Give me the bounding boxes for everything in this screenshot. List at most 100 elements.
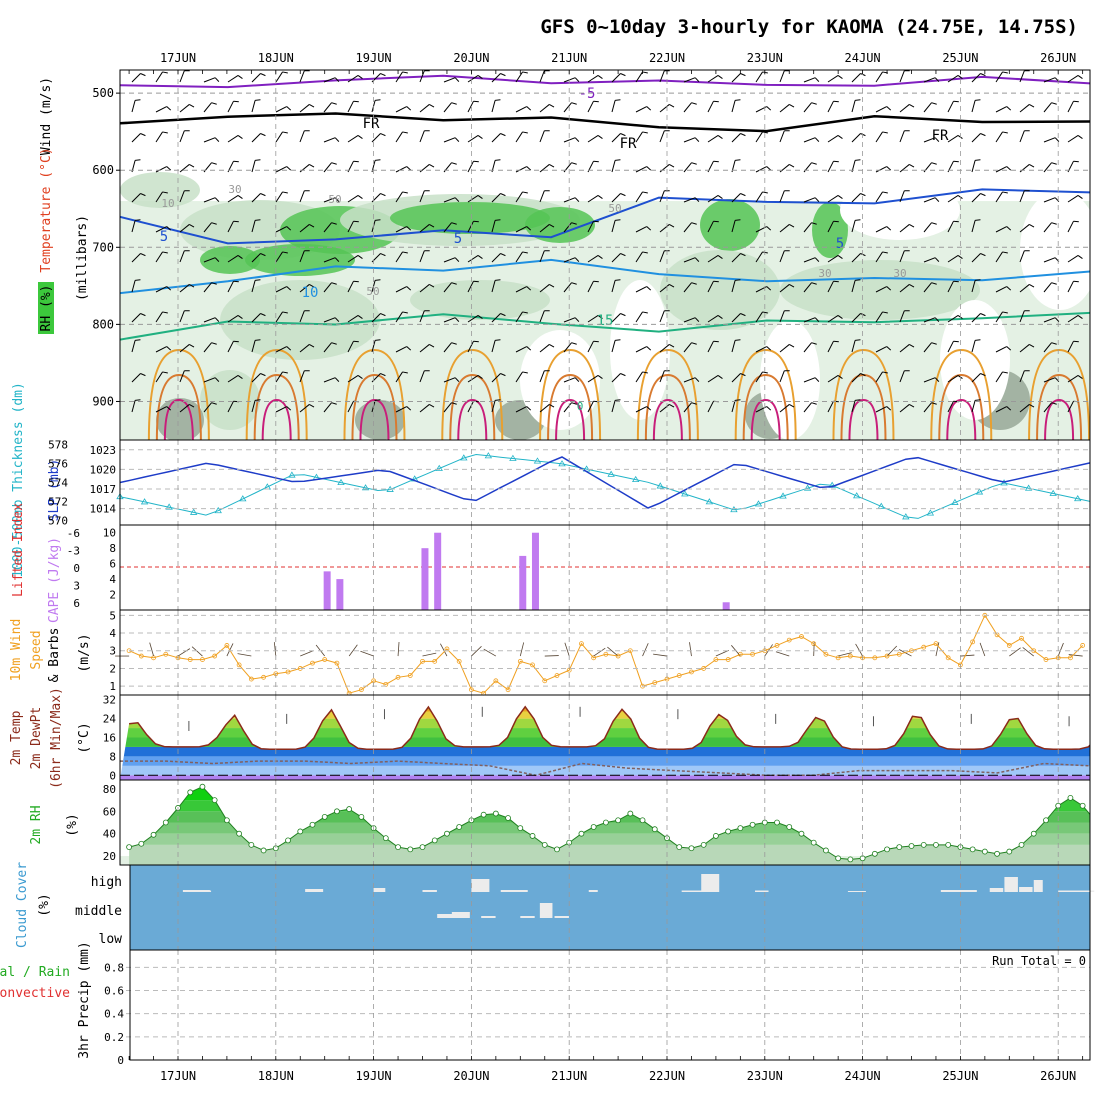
wind-speed-point: [493, 678, 499, 684]
wind-barb: [827, 75, 843, 83]
wind-barb-staff: [443, 222, 452, 233]
wind-barb-staff: [227, 101, 234, 113]
rh-point: [138, 840, 145, 847]
wind-barb-flag: [309, 224, 315, 228]
wind-barb: [179, 310, 190, 323]
wind-barb-flag: [615, 99, 621, 101]
wind-barb: [587, 100, 599, 113]
wind-barb-flag: [1077, 255, 1083, 259]
wind-barb: [803, 317, 820, 323]
wind-barb: [803, 257, 820, 263]
wind-barb-flag: [357, 255, 363, 259]
wind-barb: [947, 220, 959, 233]
wind-speed-point: [676, 673, 682, 678]
wind-barb-staff: [659, 344, 670, 353]
wind-barb-flag: [1024, 310, 1030, 312]
wind-barb-flag: [214, 377, 220, 382]
wind-barb-staff: [299, 404, 310, 413]
wind-barb-flag: [694, 77, 700, 82]
wind-barb: [515, 406, 532, 413]
rh-point: [492, 810, 499, 817]
wind10m-barb-staff: [838, 652, 852, 657]
wind-barb-flag: [694, 197, 700, 202]
wind-barb-flag: [162, 251, 168, 254]
wind-barb-flag: [669, 284, 675, 288]
wind-barb-staff: [275, 346, 287, 353]
wind-barb-flag: [814, 137, 820, 142]
wind-barb: [563, 317, 580, 323]
wind-barb-staff: [227, 281, 234, 293]
wind-barb-flag: [980, 253, 986, 257]
wind-barb-staff: [299, 130, 305, 143]
wind-barb-staff: [779, 344, 790, 353]
wind-barb-staff: [731, 373, 741, 383]
wind-barb-flag: [233, 340, 239, 343]
wind-barb-flag: [454, 77, 460, 82]
wind-barb-flag: [214, 197, 220, 202]
wind-barb-staff: [467, 161, 474, 173]
wind-barb-staff: [203, 197, 216, 203]
wind-ytick: 4: [109, 627, 116, 640]
wind-barb: [419, 104, 435, 113]
wind-barb: [923, 137, 940, 143]
wind-barb-staff: [875, 191, 883, 203]
wind-barb: [323, 402, 337, 413]
wind-barb-flag: [402, 191, 408, 194]
rh-point: [835, 855, 842, 862]
wind-barb-staff: [587, 281, 594, 293]
wind-barb-staff: [947, 101, 954, 113]
wind-barb: [131, 399, 141, 413]
wind-barb-flag: [451, 282, 457, 285]
cloud-background: [130, 865, 1090, 950]
wind-barb: [323, 257, 340, 263]
wind-barb-staff: [707, 221, 714, 233]
rh-point: [749, 821, 756, 828]
wind-speed-point: [774, 643, 780, 648]
wind-barb-flag: [162, 191, 168, 194]
wind10m-barb: [191, 646, 203, 657]
wind-barb: [395, 286, 412, 293]
wind-barb-staff: [731, 193, 741, 203]
wind-barb-staff: [155, 106, 167, 113]
wind-barb: [803, 377, 820, 383]
wind-barb-flag: [620, 133, 626, 137]
wind-barb: [275, 131, 288, 143]
wind10m-barb: [689, 642, 692, 657]
wind-barb-staff: [1043, 162, 1052, 173]
wind-barb: [899, 190, 910, 203]
wind-barb-staff: [611, 313, 621, 323]
wind-barb-staff: [707, 281, 714, 293]
wind-barb-flag: [766, 406, 772, 411]
wind-barb-staff: [587, 221, 594, 233]
wind10m-barb-staff: [149, 642, 154, 657]
wind-barb: [875, 346, 892, 353]
wind-barb-staff: [131, 340, 136, 353]
wind-barb: [1043, 137, 1060, 143]
wind-barb-flag: [260, 253, 266, 257]
wind-barb-flag: [549, 344, 555, 348]
wind-barb: [995, 131, 1008, 143]
wind-speed-point: [310, 660, 315, 666]
wind-barb: [875, 131, 888, 143]
wind-barb: [635, 166, 652, 173]
wind-barb-staff: [779, 70, 785, 83]
wind-barb-staff: [539, 190, 545, 203]
wind-speed-point: [1006, 643, 1012, 648]
rh-point: [346, 806, 353, 812]
wind-barb: [179, 370, 190, 383]
wind-barb-staff: [443, 342, 452, 353]
cloud-bar-middle: [520, 916, 535, 918]
rh-point: [896, 844, 903, 851]
wind-barb-staff: [491, 313, 501, 323]
wind-barb-staff: [1019, 224, 1030, 233]
wind-barb-flag: [646, 346, 652, 351]
wind-barb-flag: [189, 344, 195, 348]
wind-barb-staff: [395, 226, 407, 233]
wind-speed-point: [456, 658, 462, 664]
wind-barb-flag: [406, 286, 412, 291]
wind-barb-staff: [827, 255, 839, 263]
wind-barb-flag: [642, 311, 648, 314]
wind-barb: [299, 370, 310, 383]
